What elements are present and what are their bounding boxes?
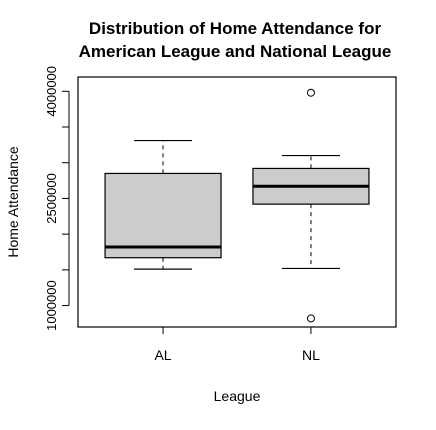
x-axis-label: League (214, 388, 261, 404)
x-tick-label-AL: AL (154, 347, 171, 363)
y-tick-label-4000000: 4000000 (44, 66, 59, 117)
x-axis: AL NL (154, 326, 320, 363)
chart-title-line-2: American League and National League (79, 42, 392, 61)
outlier-NL-0 (306, 88, 315, 97)
y-axis: 1000000 2500000 4000000 (44, 66, 70, 331)
box-AL (104, 139, 222, 270)
iqr-box-AL (104, 172, 222, 259)
outlier-NL-1 (306, 314, 315, 323)
boxes-group (104, 88, 370, 323)
y-axis-label: Home Attendance (5, 146, 21, 258)
box-NL (252, 88, 370, 323)
y-tick-label-2500000: 2500000 (44, 173, 59, 224)
chart-title-line-1: Distribution of Home Attendance for (89, 19, 382, 38)
x-tick-label-NL: NL (302, 347, 320, 363)
y-tick-label-1000000: 1000000 (44, 280, 59, 331)
